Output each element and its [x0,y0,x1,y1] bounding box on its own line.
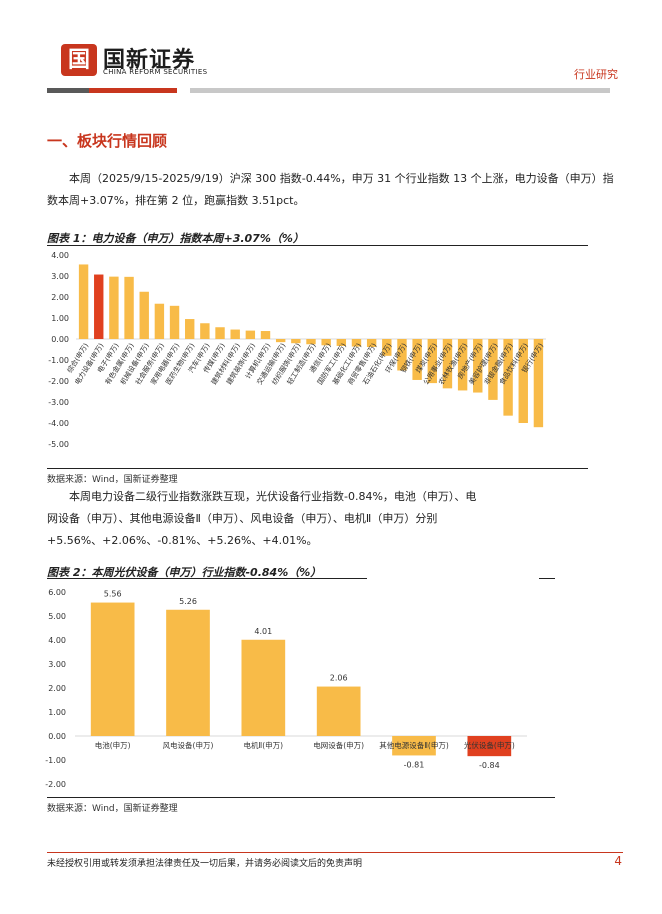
y-tick-label: -5.00 [48,440,69,449]
bar [316,686,361,736]
bar [241,639,286,736]
data-label: 5.26 [179,597,197,606]
y-tick-label: 4.00 [48,636,66,645]
y-tick-label: 3.00 [51,272,69,281]
bar [154,303,165,339]
y-tick-label: -4.00 [48,419,69,428]
bar [442,339,453,389]
bar [412,339,422,380]
report-type-label: 行业研究 [574,68,618,81]
category-label: 电网设备(申万) [313,740,364,750]
industry-index-chart: 4.00 3.00 2.00 1.00 0.00 -1.00 -2.00 -3.00 -4.00… [48,251,546,449]
bar [306,339,316,345]
data-label: 5.56 [104,590,122,599]
footer-disclaimer: 未经授权引用或转发须承担法律责任及一切后果，并请务必阅读文后的免责声明 [47,859,363,869]
y-tick-label: 4.00 [51,251,69,260]
category-label: 光伏设备(申万) [464,740,515,750]
bar [185,319,195,339]
header-bar-gray [190,88,610,93]
bar [90,602,135,736]
header-bar-accent [89,88,177,93]
figure2-source: 数据来源：Wind，国新证券整理 [47,804,178,814]
section-title: 一、板块行情回顾 [47,132,168,150]
y-tick-label: -3.00 [48,398,69,407]
y-tick-label: 3.00 [48,660,66,669]
subindustry-paragraph: 本周电力设备二级行业指数涨跌互现，光伏设备行业指数-0.84%，电池（申万）、电… [47,490,477,547]
y-tick-label: -1.00 [45,756,66,765]
data-label: -0.81 [404,760,425,769]
bar [351,339,362,347]
bar [260,331,271,339]
bar [321,339,331,346]
figure1-source: 数据来源：Wind，国新证券整理 [47,475,178,485]
bar [392,736,436,756]
bar [245,330,256,339]
category-label: 风电设备(申万) [163,740,214,750]
figure2-bottom-rule [47,797,555,798]
figure2-title: 图表 2：本周光伏设备（申万）行业指数-0.84%（%） [47,566,322,579]
company-logo-icon: 国 [61,44,97,76]
y-tick-label: 5.00 [48,612,66,621]
data-label: 2.06 [330,674,348,683]
y-tick-label: 0.00 [48,732,66,741]
bar [215,327,225,339]
figure1-title: 图表 1：电力设备（申万）指数本周+3.07%（%） [47,232,304,245]
y-tick-label: -2.00 [45,780,66,789]
bar [166,609,210,736]
bar [200,323,210,339]
y-tick-label: 1.00 [51,314,69,323]
bar [275,339,286,343]
y-tick-label: 1.00 [48,708,66,717]
bar [366,339,377,347]
company-name-en: CHINA REFORM SECURITIES [103,68,208,76]
header-bar-dark [47,88,89,93]
bar [473,339,483,393]
bar [488,339,498,400]
y-tick-label: 0.00 [51,335,69,344]
figure2-top-rule [47,578,367,579]
bar [94,274,104,339]
category-label: 其他电源设备Ⅱ(申万) [379,740,449,750]
y-tick-label: 2.00 [48,684,66,693]
bar [382,339,392,356]
company-name: 国新证券 [103,48,196,73]
figure2-top-rule-end [539,578,555,579]
bar [533,339,544,428]
bar [397,339,407,371]
bar [336,339,347,346]
y-tick-label: -1.00 [48,356,69,365]
bar [457,339,468,391]
bar [503,339,513,416]
bar [518,339,528,423]
footer-rule [47,852,623,853]
page-number: 4 [614,854,622,868]
pv-subindustry-chart: 6.00 5.00 4.00 3.00 2.00 1.00 0.00 -1.00 -2.00 5.… [45,588,527,789]
bar [139,291,149,339]
bar [467,736,512,757]
bar [230,329,240,339]
bar [169,305,180,339]
category-label: 电机Ⅱ(申万) [244,740,284,750]
data-label: 4.01 [254,627,272,636]
y-tick-label: 6.00 [48,588,66,597]
y-tick-label: -2.00 [48,377,69,386]
bar [427,339,437,384]
bar [109,276,119,339]
bar [124,276,134,339]
figure1-bottom-rule [47,468,588,469]
summary-paragraph: 本周（2025/9/15-2025/9/19）沪深 300 指数-0.44%，申… [47,172,614,207]
y-tick-label: 2.00 [51,293,69,302]
bar [291,339,301,344]
bar [78,264,89,339]
data-label: -0.84 [479,761,500,770]
category-label: 电池(申万) [95,740,131,750]
figure1-top-rule [47,245,588,246]
